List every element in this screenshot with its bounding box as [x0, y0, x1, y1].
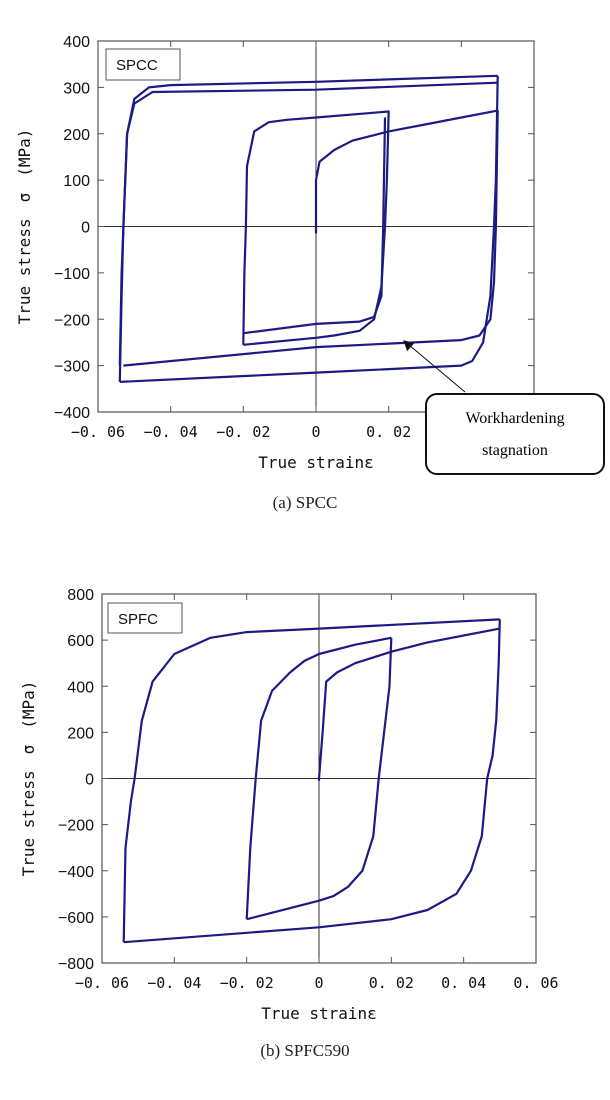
- x-tick-label: −0. 06: [75, 974, 129, 992]
- y-tick-label: 800: [67, 587, 94, 604]
- hysteresis-curve: [122, 618, 500, 943]
- chart-1: [101, 593, 537, 964]
- hysteresis-curve: [118, 74, 498, 382]
- x-tick-label: −0. 02: [216, 423, 270, 441]
- x-tick-label: 0. 04: [441, 974, 486, 992]
- y-tick-label: 400: [67, 679, 94, 696]
- annotation-line1: Workhardening: [465, 410, 565, 427]
- y-tick-label: −400: [54, 405, 90, 422]
- annotation-line2: stagnation: [482, 442, 548, 459]
- hysteresis-curve: [118, 81, 498, 366]
- y-tick-label: 200: [63, 127, 90, 144]
- y-tick-label: 400: [63, 34, 90, 51]
- hysteresis-curve: [242, 110, 389, 345]
- x-tick-label: −0. 02: [220, 974, 274, 992]
- chart-0: [97, 40, 535, 413]
- x-tick-label: 0: [314, 974, 323, 992]
- x-tick-label: 0: [311, 423, 320, 441]
- y-tick-label: −200: [58, 818, 94, 835]
- annotation-arrow-line: [408, 344, 466, 393]
- y-tick-label: 200: [67, 725, 94, 742]
- hysteresis-curve: [123, 619, 501, 944]
- annotation-box: Workhardening stagnation: [425, 393, 605, 475]
- x-tick-label: 0. 02: [369, 974, 414, 992]
- x-axis-label: True strainε: [261, 1004, 377, 1023]
- legend-box: [107, 602, 183, 634]
- hysteresis-curve: [119, 75, 499, 383]
- y-tick-label: −600: [58, 910, 94, 927]
- y-tick-label: 0: [85, 772, 94, 789]
- y-tick-label: −100: [54, 266, 90, 283]
- y-axis-label: True stress σ (MPa): [15, 129, 34, 325]
- caption-b: (b) SPFC590: [260, 1041, 350, 1060]
- x-tick-label: −0. 06: [71, 423, 125, 441]
- y-tick-label: −800: [58, 956, 94, 973]
- legend-label: SPFC: [118, 611, 158, 628]
- hysteresis-curve: [245, 636, 392, 920]
- hysteresis-curve: [123, 110, 499, 367]
- x-tick-label: −0. 04: [144, 423, 198, 441]
- y-tick-label: −400: [58, 864, 94, 881]
- hysteresis-curve: [243, 110, 390, 346]
- annotation-arrowhead: [403, 340, 415, 352]
- legend-label: SPCC: [116, 57, 158, 74]
- y-tick-label: 0: [81, 220, 90, 237]
- hysteresis-curve: [243, 117, 387, 335]
- legend-box: [105, 48, 181, 81]
- x-axis-label: True strainε: [258, 453, 374, 472]
- y-tick-label: 100: [63, 173, 90, 190]
- y-tick-label: −200: [54, 312, 90, 329]
- caption-a: (a) SPCC: [272, 493, 338, 512]
- x-tick-label: 0. 02: [366, 423, 411, 441]
- hysteresis-curve: [314, 109, 498, 234]
- y-tick-label: 300: [63, 80, 90, 97]
- x-tick-label: 0. 06: [513, 974, 558, 992]
- hysteresis-curve: [317, 627, 501, 781]
- y-tick-label: −300: [54, 359, 90, 376]
- hysteresis-curve: [246, 637, 393, 921]
- y-tick-label: 600: [67, 633, 94, 650]
- y-axis-label: True stress σ (MPa): [19, 681, 38, 877]
- x-tick-label: −0. 04: [147, 974, 201, 992]
